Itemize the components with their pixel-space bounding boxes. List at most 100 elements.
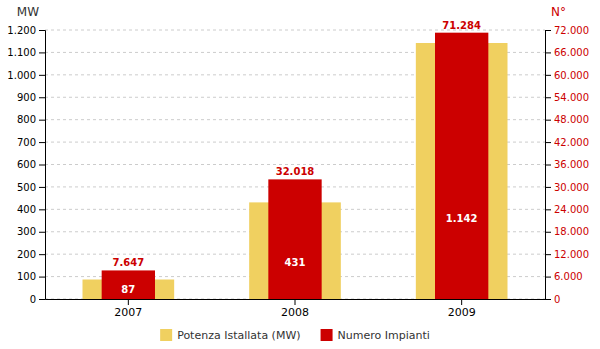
- legend-item: Numero Impianti: [321, 329, 430, 342]
- y-tick: 0: [545, 294, 560, 305]
- data-label: 1.142: [446, 213, 478, 224]
- y-tick: 54.000: [545, 92, 589, 103]
- y2-axis: 0 6.000 12.000 18.000 24.000 30.000 36.000 42.0…: [545, 25, 589, 305]
- x-tick: 2007: [114, 299, 142, 319]
- tick-mark: [545, 97, 551, 98]
- y-tick-label: 36.000: [554, 159, 589, 170]
- legend-label: Potenza Istallata (MW): [177, 329, 300, 342]
- y-axis: 0 100 200 300 400 500 600 700 800 900 1.000 1.100 1.…: [7, 25, 45, 305]
- y-tick: 72.000: [545, 25, 589, 36]
- y-tick-label: 0: [30, 294, 36, 305]
- x-tick: 2008: [281, 299, 309, 319]
- y-tick: 500: [17, 182, 45, 193]
- x-axis: 2007 2008 2009: [46, 299, 546, 319]
- tick-mark: [39, 120, 45, 121]
- y-tick: 6.000: [545, 271, 583, 282]
- plot: 2007 2008 2009 0 100 200 300 400 500 600 700 800 900…: [7, 5, 589, 342]
- y-tick: 48.000: [545, 114, 589, 125]
- axis-line: [39, 31, 46, 300]
- tick-mark: [39, 52, 45, 53]
- data-label: 7.647: [113, 257, 145, 268]
- y-tick-label: 1.100: [7, 47, 36, 58]
- axis-line: [546, 31, 552, 300]
- y-tick: 1.000: [7, 70, 45, 81]
- y-tick-label: 54.000: [554, 92, 589, 103]
- y-tick: 12.000: [545, 249, 589, 260]
- y-tick-label: 600: [17, 159, 36, 170]
- y-tick-label: 42.000: [554, 137, 589, 148]
- y-tick-label: 60.000: [554, 70, 589, 81]
- y-tick-label: 700: [17, 137, 36, 148]
- y-tick: 1.100: [7, 47, 45, 58]
- tick-mark: [545, 75, 551, 76]
- y-tick: 36.000: [545, 159, 589, 170]
- x-tick-label: 2008: [281, 306, 309, 319]
- x-tick-label: 2009: [448, 306, 476, 319]
- data-labels: 7.64732.01871.284874311.142: [113, 20, 481, 296]
- legend: Potenza Istallata (MW) Numero Impianti: [160, 329, 430, 342]
- tick-mark: [39, 165, 45, 166]
- chart: 2007 2008 2009 0 100 200 300 400 500 600 700 800 900…: [0, 0, 600, 349]
- y-tick: 800: [17, 114, 45, 125]
- tick-mark: [545, 232, 551, 233]
- y2-axis-title: N°: [551, 5, 566, 19]
- y-tick: 700: [17, 137, 45, 148]
- tick-mark: [545, 254, 551, 255]
- y-tick-label: 66.000: [554, 47, 589, 58]
- tick-mark: [39, 209, 45, 210]
- y-tick: 66.000: [545, 47, 589, 58]
- tick-mark: [39, 254, 45, 255]
- y-tick-label: 900: [17, 92, 36, 103]
- y-tick-label: 1.200: [7, 25, 36, 36]
- tick-mark: [545, 120, 551, 121]
- y-tick-label: 100: [17, 271, 36, 282]
- y-tick: 900: [17, 92, 45, 103]
- tick-mark: [545, 299, 551, 300]
- data-label: 431: [285, 257, 306, 268]
- tick-mark: [545, 142, 551, 143]
- y-tick-label: 18.000: [554, 226, 589, 237]
- y-tick-label: 12.000: [554, 249, 589, 260]
- y-tick-label: 500: [17, 182, 36, 193]
- y-tick-label: 0: [554, 294, 560, 305]
- bar: [268, 179, 321, 299]
- y-tick: 200: [17, 249, 45, 260]
- y-tick-label: 6.000: [554, 271, 583, 282]
- tick-mark: [39, 30, 45, 31]
- y-tick-label: 30.000: [554, 182, 589, 193]
- legend-swatch: [321, 329, 333, 341]
- y-tick-label: 1.000: [7, 70, 36, 81]
- y-tick-label: 800: [17, 114, 36, 125]
- y-tick: 100: [17, 271, 45, 282]
- y-tick: 0: [30, 294, 45, 305]
- y-axis-title: MW: [17, 5, 39, 19]
- y-tick-label: 300: [17, 226, 36, 237]
- y-tick-label: 72.000: [554, 25, 589, 36]
- bar: [435, 33, 488, 299]
- x-tick-label: 2007: [114, 306, 142, 319]
- bar: [102, 270, 155, 299]
- grid: [45, 30, 545, 299]
- x-tick: 2009: [448, 299, 476, 319]
- y-tick: 60.000: [545, 70, 589, 81]
- tick-mark: [128, 299, 129, 305]
- data-label: 71.284: [442, 20, 481, 31]
- legend-label: Numero Impianti: [338, 329, 430, 342]
- y-tick-label: 24.000: [554, 204, 589, 215]
- y-tick: 18.000: [545, 226, 589, 237]
- tick-mark: [39, 299, 45, 300]
- y-tick: 30.000: [545, 182, 589, 193]
- tick-mark: [39, 75, 45, 76]
- y-tick: 300: [17, 226, 45, 237]
- y-tick: 600: [17, 159, 45, 170]
- y-tick-label: 400: [17, 204, 36, 215]
- y-tick: 1.200: [7, 25, 45, 36]
- tick-mark: [545, 277, 551, 278]
- tick-mark: [461, 299, 462, 305]
- tick-mark: [39, 97, 45, 98]
- y-tick: 400: [17, 204, 45, 215]
- y-tick: 42.000: [545, 137, 589, 148]
- tick-mark: [295, 299, 296, 305]
- tick-mark: [545, 30, 551, 31]
- data-label: 87: [121, 284, 135, 295]
